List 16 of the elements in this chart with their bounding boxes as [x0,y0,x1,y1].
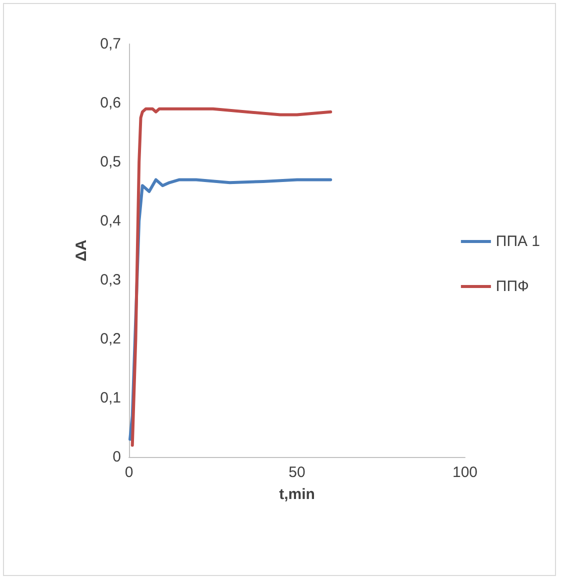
legend-label: ППФ [496,278,529,295]
y-tick-label: 0,7 [100,36,121,52]
y-tick-label: 0,6 [100,94,121,112]
y-tick-label: 0,1 [100,390,121,406]
x-tick-label: 100 [452,464,478,481]
y-tick-label: 0 [112,448,121,466]
x-axis-title: t,min [279,486,315,503]
x-tick-label: 0 [124,464,134,481]
y-tick-label: 0,3 [100,272,121,288]
y-tick-label: 0,4 [100,212,121,230]
y-tick-label: 0,5 [100,154,121,170]
y-axis-title: ΔA [73,240,90,262]
y-tick-label: 0,2 [100,330,121,348]
line-series [130,107,332,447]
legend-label: ППА 1 [496,233,540,250]
x-tick-label: 50 [288,464,306,481]
